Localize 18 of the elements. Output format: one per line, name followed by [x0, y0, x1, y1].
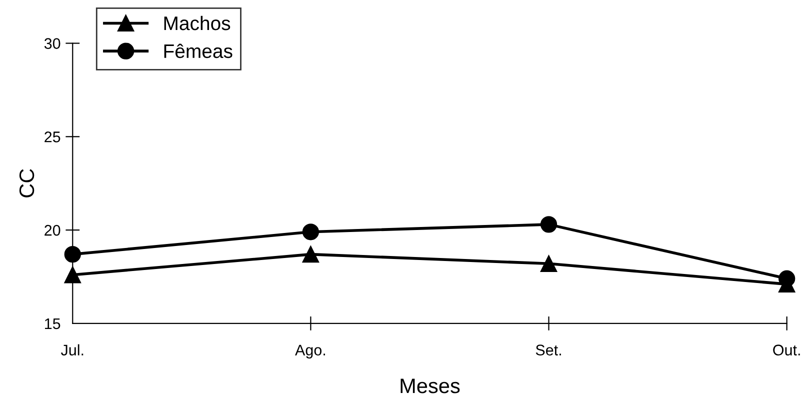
- point: [540, 255, 558, 272]
- x-tick-label: Out.: [773, 344, 800, 356]
- point: [64, 246, 81, 263]
- legend-label: Fêmeas: [164, 44, 232, 58]
- x-axis-title: Meses: [400, 378, 460, 394]
- x-tick-label: Jul.: [60, 344, 84, 356]
- point: [302, 246, 320, 263]
- legend-label: Machos: [164, 16, 230, 30]
- point: [302, 224, 320, 240]
- y-tick-label: 30: [44, 38, 60, 49]
- y-tick-label: 15: [45, 318, 60, 330]
- point: [540, 216, 558, 233]
- y-tick-label: 20: [44, 224, 60, 236]
- y-tick-label: 25: [44, 132, 60, 142]
- y-axis-title: CC: [19, 169, 34, 198]
- point: [778, 270, 796, 287]
- x-tick-label: Set.: [536, 344, 561, 356]
- x-tick-label: Ago.: [295, 344, 326, 358]
